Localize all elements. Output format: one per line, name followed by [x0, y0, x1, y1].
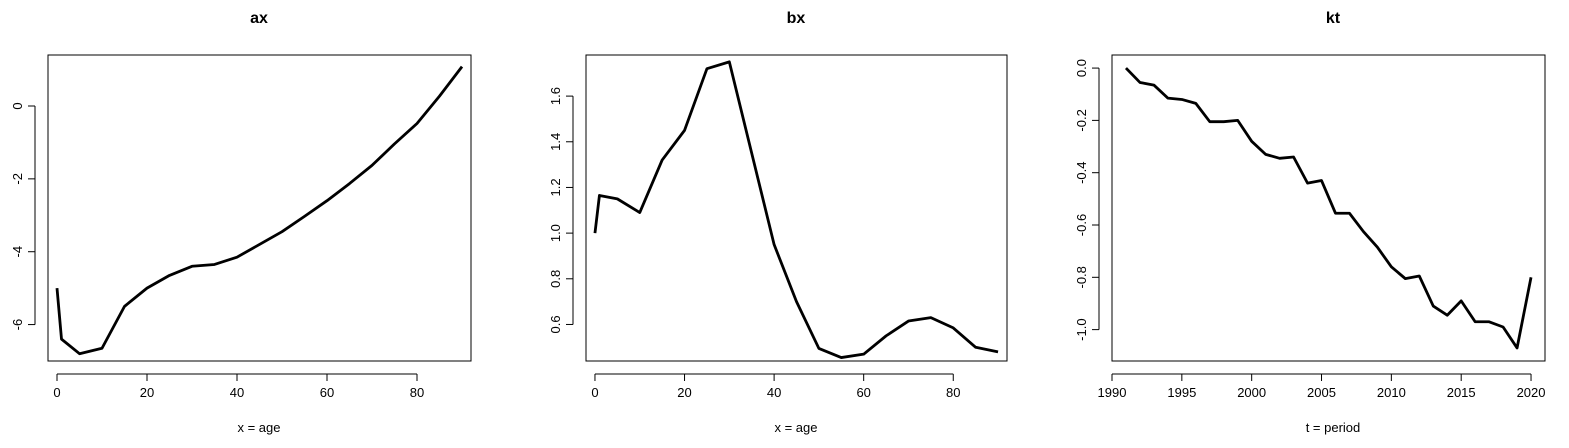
y-tick-label: 1.4 — [548, 133, 563, 151]
series-line-ax — [55, 65, 464, 356]
plot-frame — [585, 54, 1008, 362]
x-tick-label: 20 — [677, 385, 691, 400]
series-line-kt — [1124, 67, 1533, 350]
series-line-bx — [593, 60, 999, 359]
y-tick-label: 0 — [10, 102, 25, 109]
plot-frame — [47, 54, 472, 362]
x-tick-label: 2015 — [1447, 385, 1476, 400]
y-tick-label: -4 — [10, 246, 25, 258]
x-tick-label: 60 — [320, 385, 334, 400]
y-tick-label: 0.6 — [548, 315, 563, 333]
y-tick-label: 1.0 — [548, 224, 563, 242]
y-tick-label: 1.6 — [548, 87, 563, 105]
x-axis-label: x = age — [774, 420, 817, 435]
x-tick-label: 40 — [230, 385, 244, 400]
plot-frame — [1111, 54, 1546, 362]
x-tick-label: 60 — [856, 385, 870, 400]
y-tick-label: -0.4 — [1074, 161, 1089, 183]
x-tick-label: 0 — [591, 385, 598, 400]
y-tick-label: 0.0 — [1074, 59, 1089, 77]
chart-title: ax — [250, 10, 268, 27]
panel-ax: ax x = age 0 20 40 60 80 -6 -4 -2 0 — [10, 10, 472, 435]
x-tick-label: 2000 — [1237, 385, 1266, 400]
y-tick-label: -0.8 — [1074, 266, 1089, 288]
chart-title: bx — [787, 10, 806, 27]
x-tick-label: 2010 — [1377, 385, 1406, 400]
x-tick-label: 20 — [140, 385, 154, 400]
x-tick-label: 40 — [767, 385, 781, 400]
y-tick-label: -1.0 — [1074, 318, 1089, 340]
x-axis-label: x = age — [237, 420, 280, 435]
plot-area-bx: 0 20 40 60 80 0.6 0.8 1.0 1.2 1.4 1.6 — [548, 54, 1008, 400]
x-tick-label: 2005 — [1307, 385, 1336, 400]
x-tick-label: 0 — [53, 385, 60, 400]
panel-kt: kt t = period 1990 1995 2000 2005 2010 2015 20… — [1074, 10, 1546, 435]
y-tick-label: -6 — [10, 319, 25, 331]
y-tick-label: 0.8 — [548, 270, 563, 288]
x-tick-label: 80 — [410, 385, 424, 400]
x-tick-label: 2020 — [1517, 385, 1546, 400]
x-tick-label: 1990 — [1098, 385, 1127, 400]
x-tick-label: 1995 — [1167, 385, 1196, 400]
y-tick-label: 1.2 — [548, 178, 563, 196]
y-tick-label: -2 — [10, 173, 25, 185]
x-tick-label: 80 — [946, 385, 960, 400]
plot-area-kt: 1990 1995 2000 2005 2010 2015 2020 -1.0 -0.8 -0.6… — [1074, 54, 1546, 400]
x-axis-label: t = period — [1306, 420, 1361, 435]
y-tick-label: -0.2 — [1074, 109, 1089, 131]
panel-bx: bx x = age 0 20 40 60 80 0.6 0.8 1.0 1.2 1.4 1.6 — [548, 10, 1008, 435]
plot-area-ax: 0 20 40 60 80 -6 -4 -2 0 — [10, 54, 472, 400]
chart-title: kt — [1326, 10, 1341, 27]
y-tick-label: -0.6 — [1074, 214, 1089, 236]
